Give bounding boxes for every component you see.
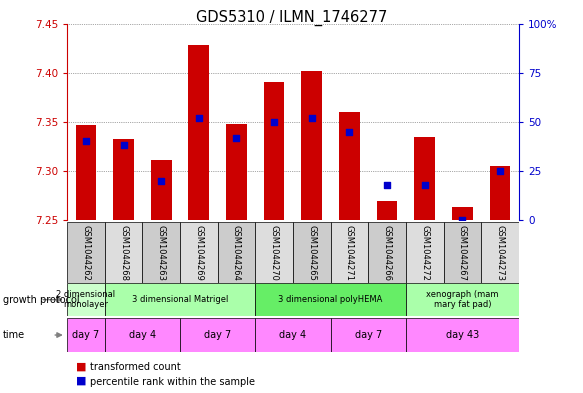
Bar	[481, 222, 519, 283]
Bar	[331, 318, 406, 352]
Text: 3 dimensional polyHEMA: 3 dimensional polyHEMA	[279, 295, 383, 304]
Point	[232, 134, 241, 141]
Text: day 43: day 43	[446, 330, 479, 340]
Bar	[226, 124, 247, 220]
Point	[496, 168, 505, 174]
Bar	[255, 283, 406, 316]
Text: day 7: day 7	[204, 330, 231, 340]
Bar	[406, 222, 444, 283]
Bar	[406, 283, 519, 316]
Text: GSM1044263: GSM1044263	[157, 225, 166, 281]
Text: GSM1044268: GSM1044268	[119, 225, 128, 281]
Bar	[368, 222, 406, 283]
Bar	[105, 318, 180, 352]
Text: ■: ■	[76, 375, 86, 386]
Text: day 7: day 7	[72, 330, 100, 340]
Point	[194, 115, 203, 121]
Bar	[180, 222, 217, 283]
Point	[156, 178, 166, 184]
Bar	[113, 138, 134, 220]
Bar	[301, 71, 322, 220]
Point	[345, 129, 354, 135]
Text: GSM1044262: GSM1044262	[82, 225, 90, 281]
Bar	[67, 283, 105, 316]
Bar	[67, 222, 105, 283]
Bar	[331, 222, 368, 283]
Text: GSM1044273: GSM1044273	[496, 225, 504, 281]
Text: GSM1044272: GSM1044272	[420, 225, 429, 281]
Point	[458, 217, 467, 223]
Text: 2 dimensional
monolayer: 2 dimensional monolayer	[57, 290, 115, 309]
Bar	[105, 222, 142, 283]
Text: day 7: day 7	[354, 330, 382, 340]
Bar	[339, 112, 360, 220]
Text: growth protocol: growth protocol	[3, 295, 79, 305]
Bar	[490, 166, 510, 220]
Text: GSM1044270: GSM1044270	[269, 225, 279, 281]
Text: GSM1044265: GSM1044265	[307, 225, 317, 281]
Bar	[377, 201, 398, 220]
Bar	[293, 222, 331, 283]
Text: transformed count: transformed count	[90, 362, 181, 373]
Bar	[255, 318, 331, 352]
Text: day 4: day 4	[279, 330, 307, 340]
Bar	[415, 136, 435, 220]
Bar	[255, 222, 293, 283]
Bar	[217, 222, 255, 283]
Text: time: time	[3, 330, 25, 340]
Text: GDS5310 / ILMN_1746277: GDS5310 / ILMN_1746277	[196, 10, 387, 26]
Bar	[406, 318, 519, 352]
Text: GSM1044267: GSM1044267	[458, 225, 467, 281]
Text: percentile rank within the sample: percentile rank within the sample	[90, 376, 255, 387]
Bar	[151, 160, 171, 220]
Bar	[188, 45, 209, 220]
Bar	[67, 318, 105, 352]
Bar	[180, 318, 255, 352]
Point	[420, 182, 430, 188]
Point	[269, 119, 279, 125]
Text: GSM1044264: GSM1044264	[232, 225, 241, 281]
Bar	[452, 207, 473, 220]
Text: ■: ■	[76, 361, 86, 371]
Bar	[264, 81, 285, 220]
Bar	[142, 222, 180, 283]
Text: xenograph (mam
mary fat pad): xenograph (mam mary fat pad)	[426, 290, 498, 309]
Bar	[105, 283, 255, 316]
Bar	[444, 222, 481, 283]
Text: GSM1044266: GSM1044266	[382, 225, 392, 281]
Point	[119, 142, 128, 149]
Text: day 4: day 4	[129, 330, 156, 340]
Text: GSM1044271: GSM1044271	[345, 225, 354, 281]
Point	[81, 138, 90, 145]
Point	[307, 115, 317, 121]
Bar	[76, 125, 96, 220]
Text: 3 dimensional Matrigel: 3 dimensional Matrigel	[132, 295, 228, 304]
Text: GSM1044269: GSM1044269	[194, 225, 203, 281]
Point	[382, 182, 392, 188]
